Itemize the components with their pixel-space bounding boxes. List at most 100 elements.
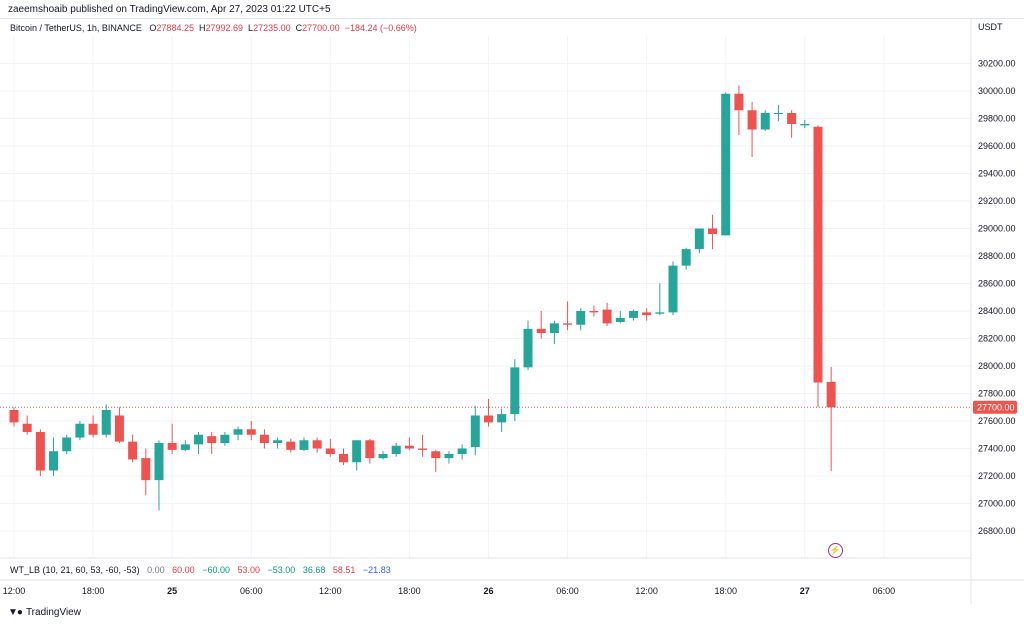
candle-body [114, 415, 124, 442]
indicator-value: −21.83 [362, 565, 391, 575]
candle-body [602, 309, 612, 324]
candle-body [734, 93, 744, 111]
x-tick-label: 06:00 [873, 586, 896, 596]
candle-body [773, 113, 783, 114]
candle-body [457, 448, 467, 454]
candles [9, 85, 836, 511]
y-tick-label: 28800.00 [978, 251, 1016, 261]
candle-body [352, 440, 362, 463]
y-tick-label: 27400.00 [978, 444, 1016, 454]
candle-body [246, 429, 256, 435]
footer-brand[interactable]: ▼● TradingView [8, 607, 81, 618]
price-label-tag: 27700.00 [973, 400, 1017, 414]
candle-body [668, 265, 678, 313]
y-tick-label: 29600.00 [978, 141, 1016, 151]
candle-body [233, 429, 243, 435]
close-value: 27700.00 [302, 23, 340, 33]
candle-body [589, 311, 599, 313]
x-tick-label: 18:00 [82, 586, 105, 596]
candle-body [194, 434, 204, 445]
price-tag-background [973, 400, 1017, 414]
candle-body [286, 441, 296, 450]
candle-body [62, 437, 72, 452]
tv-logo-icon: ▼● [8, 607, 23, 618]
price-axis[interactable]: 26800.00 27000.00 27200.00 27400.00 27600.00… [978, 59, 1016, 537]
candle-body [273, 440, 283, 443]
y-tick-label: 30000.00 [978, 86, 1016, 96]
candle-body [75, 423, 85, 438]
high-label: H [198, 23, 206, 33]
y-tick-label: 28200.00 [978, 334, 1016, 344]
candle-body [760, 113, 770, 130]
candle-body [180, 444, 190, 450]
candle-body [378, 454, 388, 459]
candle-body [35, 432, 45, 471]
lightning-icon[interactable]: ⚡ [828, 543, 843, 558]
candle-body [88, 423, 98, 435]
symbol-legend[interactable]: Bitcoin / TetherUS, 1h, BINANCE O27884.2… [10, 23, 417, 33]
candle-body [721, 93, 731, 236]
candle-body [128, 441, 138, 460]
candle-body [391, 445, 401, 454]
candle-body [22, 423, 32, 432]
y-tick-label: 27200.00 [978, 471, 1016, 481]
low-label: L [248, 23, 254, 33]
candle-body [615, 317, 625, 322]
candle-body [747, 110, 757, 130]
candle-body [642, 312, 652, 316]
candle-body [523, 328, 533, 368]
candle-body [536, 328, 546, 333]
low-value: 27235.00 [253, 23, 291, 33]
indicator-name: WT_LB (10, 21, 60, 53, -60, -53) [10, 565, 140, 575]
indicator-value: 53.00 [237, 565, 261, 575]
brand-name: TradingView [25, 607, 81, 618]
candle-body [787, 113, 797, 124]
indicator-value: 36.68 [302, 565, 326, 575]
symbol-name: Bitcoin / TetherUS, 1h, BINANCE [10, 23, 142, 33]
y-tick-label: 29400.00 [978, 169, 1016, 179]
candle-body [167, 443, 177, 450]
candle-body [444, 454, 454, 459]
candle-body [510, 367, 520, 415]
candle-body [207, 436, 217, 443]
currency-label: USDT [978, 22, 1003, 32]
candle-body [708, 228, 718, 234]
y-tick-label: 28400.00 [978, 306, 1016, 316]
indicator-value: 58.51 [332, 565, 356, 575]
close-label: C [295, 23, 303, 33]
candle-body [9, 410, 19, 423]
candle-body [325, 448, 335, 454]
x-tick-label: 12:00 [319, 586, 342, 596]
candle-body [576, 311, 586, 325]
x-tick-label: 06:00 [240, 586, 263, 596]
change-value: −184.24 (−0.66%) [344, 23, 417, 33]
indicator-legend[interactable]: WT_LB (10, 21, 60, 53, -60, -53) 0.00 60… [10, 565, 396, 575]
candle-body [154, 443, 164, 481]
candle-body [299, 440, 309, 450]
price-tag-text: 27700.00 [977, 402, 1015, 412]
publish-info: zaeemshoaib published on TradingView.com… [8, 4, 331, 15]
candle-body [339, 454, 348, 463]
candle-body [800, 124, 810, 126]
time-axis[interactable]: 12:00 18:00 25 06:00 12:00 18:00 26 06:00 12:00 1… [3, 586, 895, 596]
y-tick-label: 29000.00 [978, 224, 1016, 234]
candle-body [101, 410, 111, 435]
y-tick-label: 27600.00 [978, 416, 1016, 426]
candle-body [483, 415, 493, 423]
indicator-value: 60.00 [172, 565, 195, 575]
candle-body [549, 323, 559, 333]
candle-body [694, 228, 704, 250]
candle-body [470, 415, 480, 448]
candle-body [563, 323, 573, 325]
y-tick-label: 27000.00 [978, 499, 1016, 509]
candle-body [49, 451, 59, 471]
candle-body [813, 126, 823, 383]
x-tick-label: 18:00 [398, 586, 421, 596]
candle-body [628, 311, 638, 318]
candle-body [220, 434, 230, 443]
candle-body [365, 440, 375, 459]
y-tick-label: 30200.00 [978, 59, 1016, 69]
x-tick-label: 06:00 [556, 586, 579, 596]
x-tick-label: 18:00 [714, 586, 737, 596]
